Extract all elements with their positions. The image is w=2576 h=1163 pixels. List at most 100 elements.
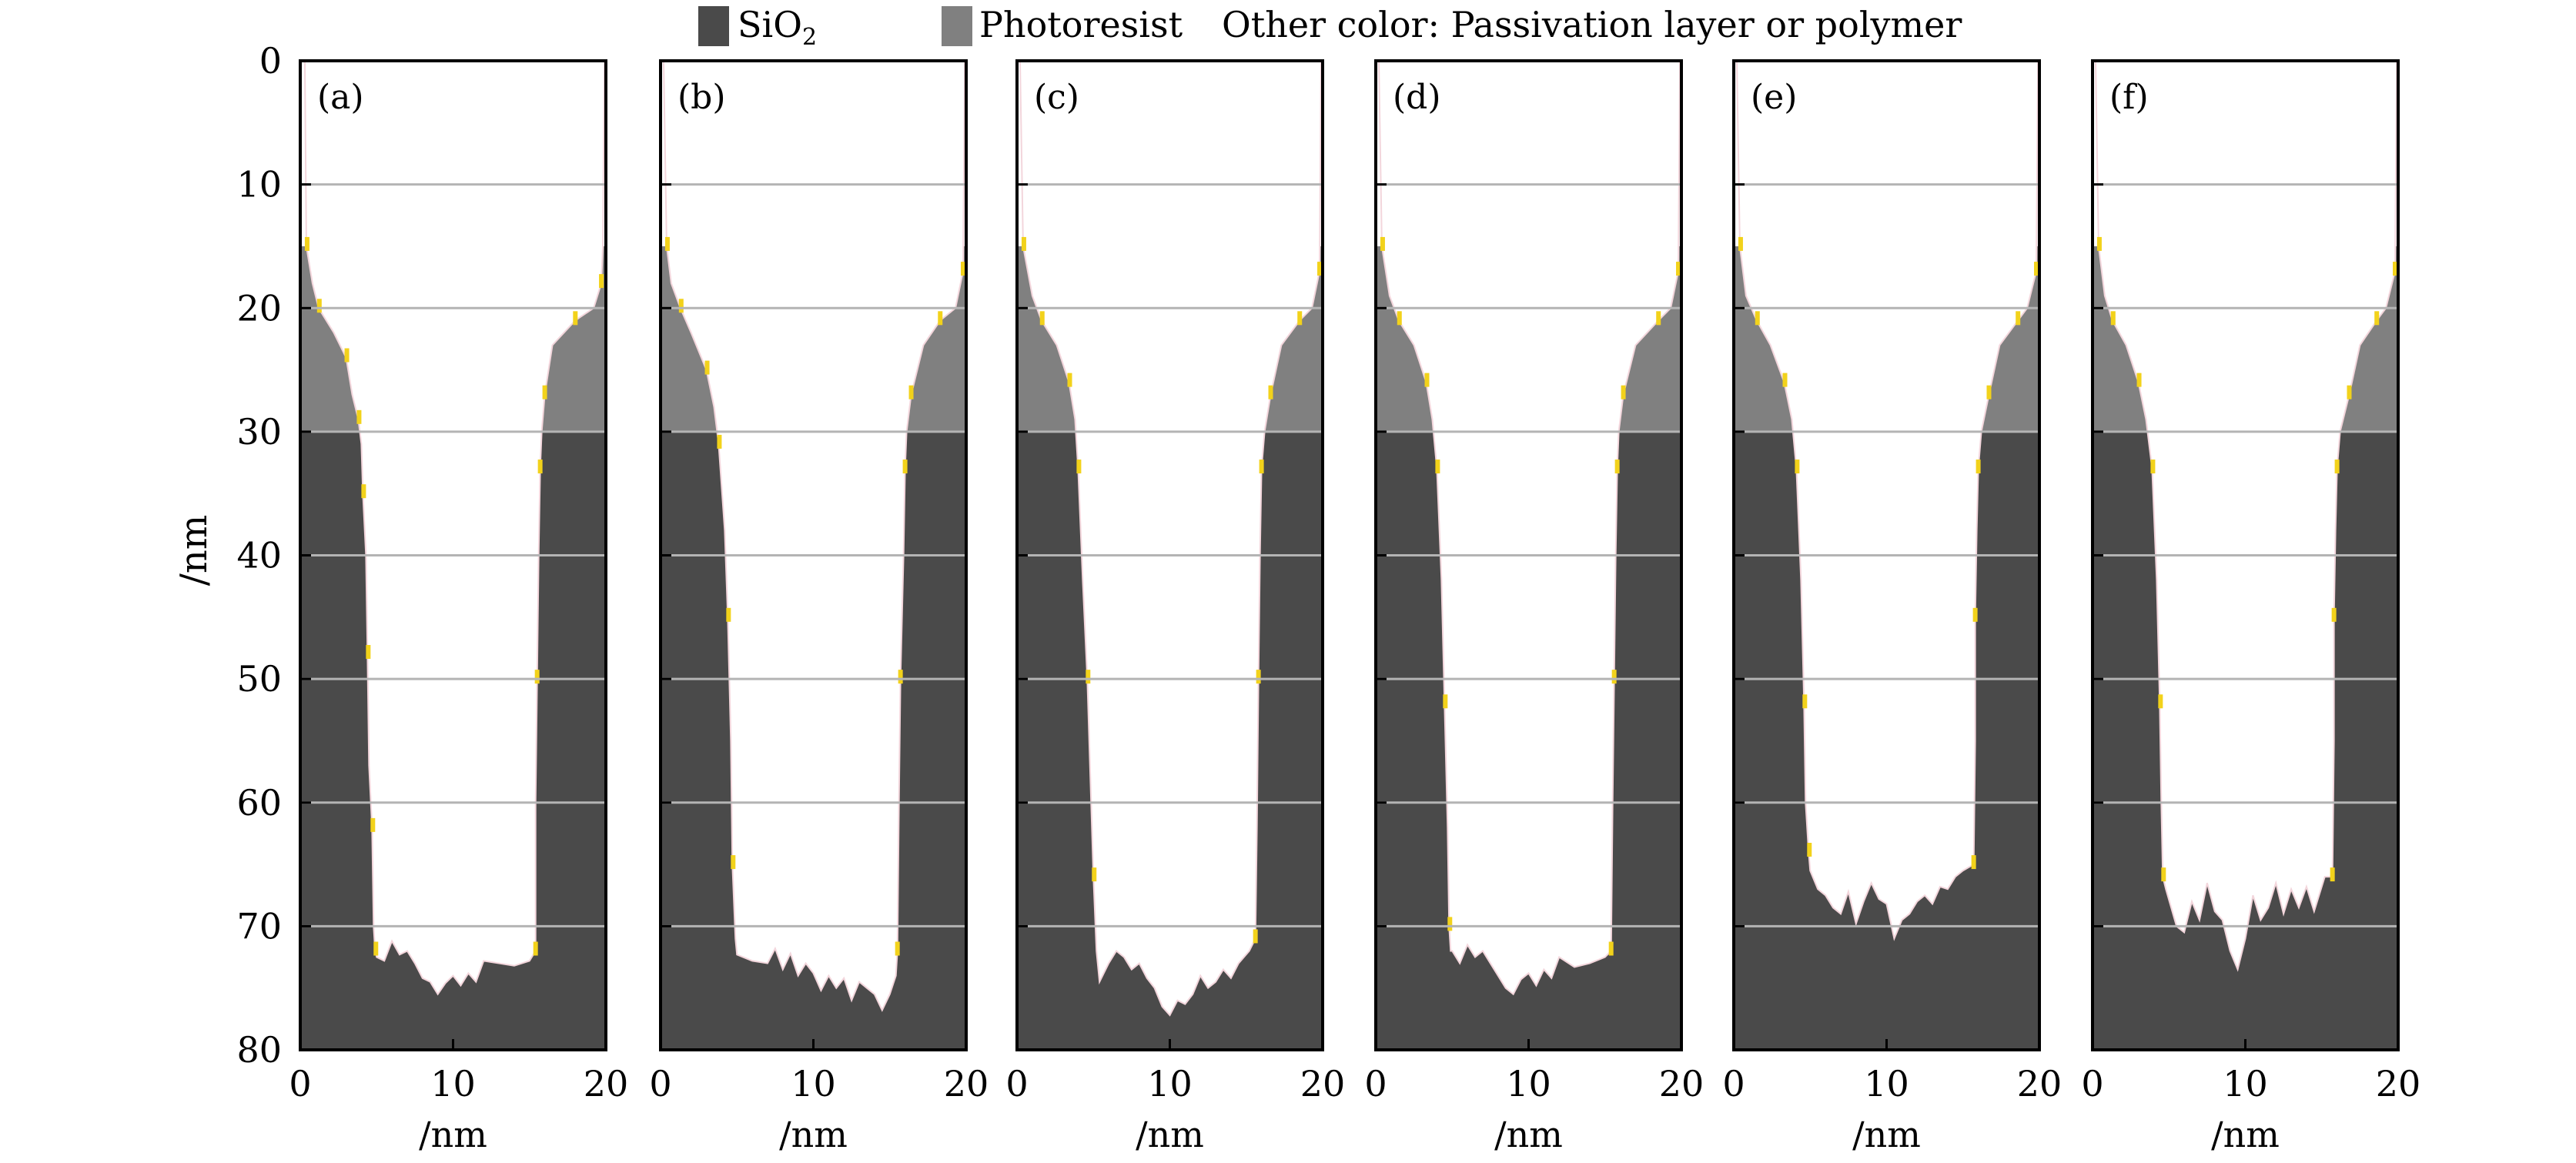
y-tick-label: 80 [236, 1029, 282, 1071]
panel-d: (d) 0 10 20/nm [1364, 59, 1705, 1155]
x-tick-label: 0 [1722, 1063, 1745, 1105]
passivation-mark [1424, 373, 1430, 387]
passivation-mark [2016, 311, 2021, 326]
passivation-mark [2347, 385, 2352, 399]
x-tick-label: 0 [1005, 1063, 1028, 1105]
passivation-mark [373, 941, 379, 956]
x-tick-label: 10 [2223, 1063, 2268, 1105]
passivation-mark [573, 311, 578, 326]
passivation-mark [356, 409, 362, 424]
trench-profile [1376, 60, 1681, 996]
y-tick-label: 10 [236, 164, 282, 206]
x-tick-label: 10 [430, 1063, 476, 1105]
passivation-mark [1297, 311, 1303, 326]
y-tick-label: 0 [259, 40, 282, 82]
x-tick-label: 0 [649, 1063, 671, 1105]
passivation-mark [1397, 311, 1402, 326]
passivation-mark [1986, 385, 1992, 399]
passivation-mark [2393, 262, 2398, 276]
passivation-mark [2096, 236, 2102, 251]
y-tick-label: 40 [236, 535, 282, 576]
x-tick-label: 10 [1864, 1063, 1909, 1105]
y-tick-label: 50 [236, 658, 282, 700]
panel-frame [2091, 59, 2400, 1051]
passivation-mark [370, 817, 376, 832]
passivation-mark [1317, 262, 1323, 276]
passivation-mark [961, 262, 966, 276]
passivation-mark [2136, 373, 2142, 387]
x-tick-label: 20 [944, 1063, 989, 1105]
passivation-mark [344, 348, 350, 363]
passivation-mark [1608, 941, 1614, 956]
passivation-mark [1975, 460, 1981, 474]
passivation-mark [1656, 311, 1661, 326]
panel-frame [1732, 59, 2041, 1051]
passivation-mark [1039, 311, 1045, 326]
passivation-mark [1676, 262, 1681, 276]
passivation-mark [2150, 460, 2156, 474]
passivation-mark [1971, 855, 1976, 870]
x-tick-label: 0 [1364, 1063, 1387, 1105]
x-tick-label: 10 [1506, 1063, 1551, 1105]
legend-note: Other color: Passivation layer or polyme… [1222, 4, 1962, 45]
y-axis-label: /nm [172, 515, 216, 587]
passivation-mark [1447, 917, 1453, 931]
x-tick-label: 20 [2017, 1063, 2062, 1105]
passivation-mark [726, 607, 731, 622]
passivation-mark [2374, 311, 2380, 326]
x-tick-label: 20 [584, 1063, 629, 1105]
passivation-mark [537, 460, 543, 474]
passivation-mark [599, 274, 604, 289]
passivation-mark [2330, 867, 2335, 882]
passivation-mark [1738, 236, 1743, 251]
legend-label-sio2: SiO2 [738, 4, 817, 51]
passivation-mark [2331, 607, 2337, 622]
panel-label: (f) [2109, 78, 2149, 117]
x-axis-label: /nm [1136, 1114, 1204, 1155]
passivation-mark [717, 434, 722, 449]
panel-c: (c) 0 10 20/nm [1005, 59, 1346, 1155]
passivation-mark [2110, 311, 2116, 326]
passivation-mark [1795, 460, 1800, 474]
x-tick-label: 20 [1300, 1063, 1346, 1105]
panel-e: (e) 0 10 20/nm [1722, 59, 2062, 1155]
passivation-mark [1782, 373, 1788, 387]
panel-label: (d) [1393, 78, 1441, 117]
x-axis-label: /nm [2211, 1114, 2280, 1155]
x-tick-label: 0 [289, 1063, 311, 1105]
x-tick-label: 20 [2376, 1063, 2421, 1105]
y-tick-label: 60 [236, 782, 282, 824]
panel-label: (c) [1034, 78, 1079, 117]
panel-a: (a) 0 10 20/nm 0 10 20 30 40 50 60 70 80 [236, 40, 628, 1155]
x-axis-label: /nm [779, 1114, 848, 1155]
passivation-mark [1086, 670, 1091, 684]
passivation-mark [898, 670, 903, 684]
x-axis-label: /nm [419, 1114, 487, 1155]
passivation-mark [533, 941, 538, 956]
x-tick-label: 20 [1659, 1063, 1705, 1105]
panel-label: (e) [1751, 78, 1797, 117]
passivation-mark [704, 360, 710, 375]
passivation-mark [1755, 311, 1760, 326]
passivation-mark [1435, 460, 1440, 474]
x-axis-label: /nm [1494, 1114, 1563, 1155]
panel-frame [1015, 59, 1324, 1051]
passivation-mark [1621, 385, 1626, 399]
passivation-mark [1021, 236, 1026, 251]
legend-label-photoresist: Photoresist [979, 4, 1183, 45]
passivation-mark [902, 460, 908, 474]
x-tick-label: 10 [1147, 1063, 1193, 1105]
passivation-mark [895, 941, 900, 956]
passivation-mark [2334, 460, 2340, 474]
passivation-mark [1802, 694, 1808, 709]
passivation-mark [1614, 460, 1620, 474]
passivation-mark [938, 311, 943, 326]
panel-frame [1374, 59, 1683, 1051]
x-tick-label: 10 [791, 1063, 836, 1105]
panel-label: (b) [677, 78, 726, 117]
legend-swatch-sio2 [698, 6, 729, 46]
passivation-mark [1092, 867, 1097, 882]
passivation-mark [304, 236, 309, 251]
passivation-mark [542, 385, 547, 399]
